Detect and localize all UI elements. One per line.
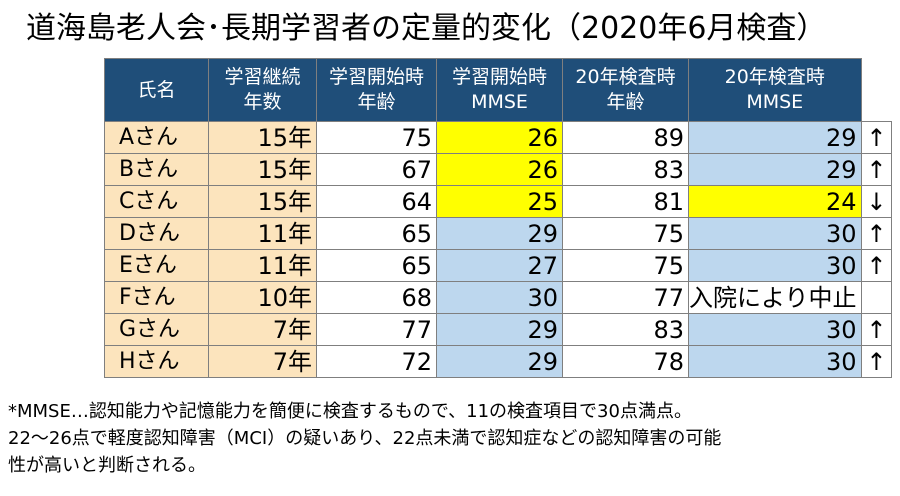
cell-age-2020: 83 <box>562 153 689 186</box>
cell-mmse-2020: 30 <box>688 249 862 282</box>
cell-start-age: 64 <box>316 185 437 218</box>
header-age-2020: 20年検査時 年齢 <box>562 58 689 122</box>
cell-age-2020: 75 <box>562 249 689 282</box>
cell-name: Dさん <box>104 217 209 250</box>
cell-name: Fさん <box>104 281 209 314</box>
header-label: 20年検査時 MMSE <box>724 66 825 113</box>
cell-start-mmse: 26 <box>436 121 563 154</box>
cell-name: Bさん <box>104 153 209 186</box>
cell-mmse-2020-note: 入院により中止 <box>688 281 862 314</box>
header-label: 氏名 <box>137 78 176 101</box>
cell-age-2020: 83 <box>562 313 689 346</box>
header-years: 学習継続 年数 <box>208 58 317 122</box>
trend-up-icon: ↑ <box>860 121 892 154</box>
page-title: 道海島老人会･長期学習者の定量的変化（2020年6月検査） <box>26 11 827 46</box>
trend-up-icon: ↑ <box>860 345 892 378</box>
cell-start-age: 72 <box>316 345 437 378</box>
cell-years: 11年 <box>208 217 317 250</box>
cell-start-age: 65 <box>316 249 437 282</box>
cell-start-age: 75 <box>316 121 437 154</box>
cell-years: 15年 <box>208 121 317 154</box>
trend-up-icon: ↑ <box>860 153 892 186</box>
cell-start-age: 68 <box>316 281 437 314</box>
cell-age-2020: 78 <box>562 345 689 378</box>
cell-start-mmse: 27 <box>436 249 563 282</box>
header-start-age: 学習開始時 年齢 <box>316 58 437 122</box>
cell-age-2020: 89 <box>562 121 689 154</box>
cell-mmse-2020: 24 <box>688 185 862 218</box>
cell-name: Cさん <box>104 185 209 218</box>
header-name: 氏名 <box>104 58 209 122</box>
trend-up-icon: ↑ <box>860 217 892 250</box>
cell-start-mmse: 29 <box>436 313 563 346</box>
cell-start-mmse: 25 <box>436 185 563 218</box>
cell-start-mmse: 30 <box>436 281 563 314</box>
header-mmse-2020: 20年検査時 MMSE <box>688 58 862 122</box>
cell-mmse-2020: 30 <box>688 345 862 378</box>
cell-mmse-2020: 29 <box>688 153 862 186</box>
cell-mmse-2020: 29 <box>688 121 862 154</box>
header-start-mmse: 学習開始時 MMSE <box>436 58 563 122</box>
header-label: 学習開始時 MMSE <box>451 66 547 113</box>
table-row: Cさん 15年 64 25 81 24 ↓ <box>104 185 892 218</box>
table-row: Hさん 7年 72 29 78 30 ↑ <box>104 345 892 378</box>
footnote-line: *MMSE…認知能力や記憶能力を簡便に検査するもので、11の検査項目で30点満点… <box>8 401 692 422</box>
mmse-table: 氏名 学習継続 年数 学習開始時 年齢 学習開始時 MMSE 20年検査時 年齢 20年… <box>104 58 892 378</box>
cell-mmse-2020: 30 <box>688 217 862 250</box>
trend-up-icon: ↑ <box>860 313 892 346</box>
cell-name: Aさん <box>104 121 209 154</box>
cell-name: Hさん <box>104 345 209 378</box>
header-trend-spacer <box>861 59 891 122</box>
header-label: 学習継続 年数 <box>224 66 301 113</box>
cell-mmse-2020: 30 <box>688 313 862 346</box>
header-label: 学習開始時 年齢 <box>328 66 424 113</box>
cell-years: 11年 <box>208 249 317 282</box>
cell-years: 10年 <box>208 281 317 314</box>
footnote: *MMSE…認知能力や記憶能力を簡便に検査するもので、11の検査項目で30点満点… <box>8 398 892 479</box>
cell-start-age: 67 <box>316 153 437 186</box>
cell-years: 15年 <box>208 153 317 186</box>
cell-age-2020: 75 <box>562 217 689 250</box>
cell-name: Eさん <box>104 249 209 282</box>
table-row: Aさん 15年 75 26 89 29 ↑ <box>104 121 892 154</box>
cell-start-mmse: 29 <box>436 345 563 378</box>
trend-down-icon: ↓ <box>860 185 892 218</box>
table-row: Bさん 15年 67 26 83 29 ↑ <box>104 153 892 186</box>
cell-years: 7年 <box>208 345 317 378</box>
table-row: Eさん 11年 65 27 75 30 ↑ <box>104 249 892 282</box>
trend-empty <box>860 281 892 314</box>
cell-name: Gさん <box>104 313 209 346</box>
table-row: Dさん 11年 65 29 75 30 ↑ <box>104 217 892 250</box>
cell-start-age: 65 <box>316 217 437 250</box>
cell-years: 7年 <box>208 313 317 346</box>
cell-age-2020: 81 <box>562 185 689 218</box>
header-label: 20年検査時 年齢 <box>575 66 676 113</box>
table-header-row: 氏名 学習継続 年数 学習開始時 年齢 学習開始時 MMSE 20年検査時 年齢 20年… <box>104 58 892 122</box>
cell-start-mmse: 29 <box>436 217 563 250</box>
cell-start-age: 77 <box>316 313 437 346</box>
table-row: Fさん 10年 68 30 77 入院により中止 <box>104 281 892 314</box>
cell-years: 15年 <box>208 185 317 218</box>
trend-up-icon: ↑ <box>860 249 892 282</box>
footnote-line: 性が高いと判断される。 <box>8 455 206 476</box>
footnote-line: 22～26点で軽度認知障害（MCI）の疑いあり、22点未満で認知症などの認知障害… <box>8 428 722 449</box>
table-row: Gさん 7年 77 29 83 30 ↑ <box>104 313 892 346</box>
cell-start-mmse: 26 <box>436 153 563 186</box>
cell-age-2020: 77 <box>562 281 689 314</box>
